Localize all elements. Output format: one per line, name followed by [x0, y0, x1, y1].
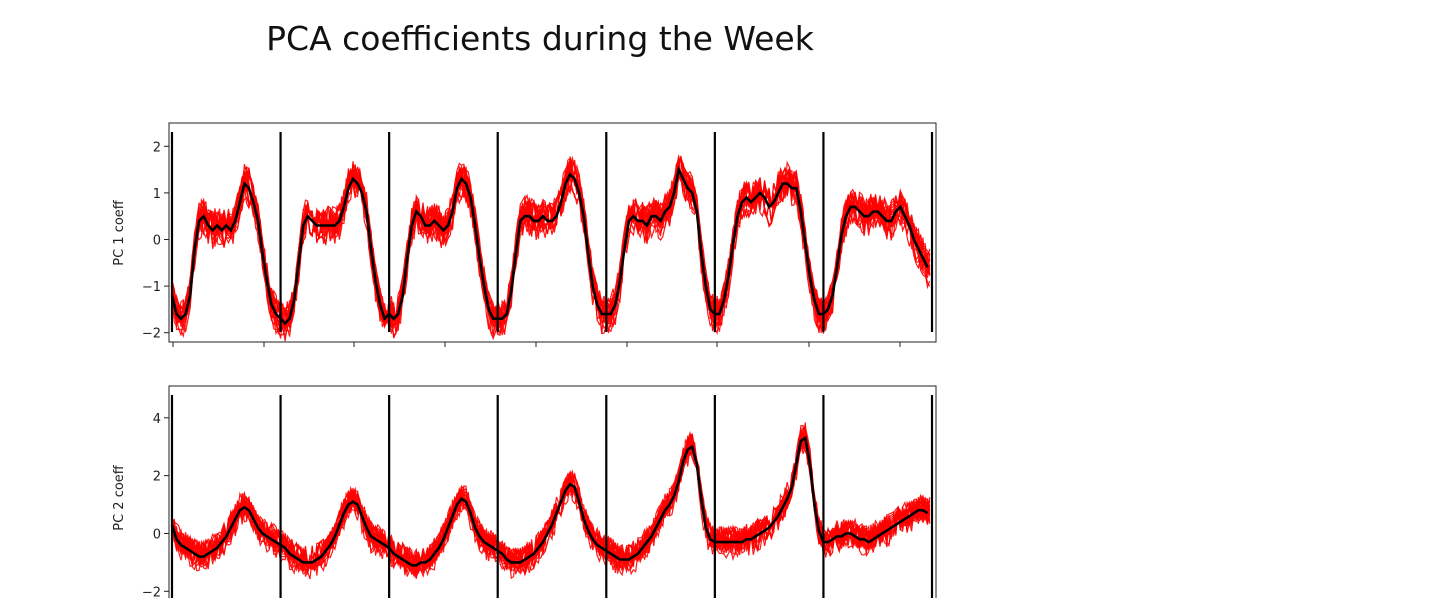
pc2-ylabel: PC 2 coeff: [112, 464, 127, 531]
pc1-panel: −2 −1 0 1 2 PC 1 coeff: [112, 122, 937, 347]
pc1-x-axis: [172, 342, 901, 347]
y-tick-label: −2: [142, 327, 161, 342]
y-tick-label: 2: [153, 470, 161, 485]
y-tick-label: 0: [153, 527, 161, 542]
pc2-series-line: [171, 424, 931, 574]
pc2-panel: −2 0 2 4 PC 2 coeff: [112, 385, 937, 598]
pc1-y-axis: −2 −1 0 1 2: [142, 140, 169, 342]
pc1-series-group: [170, 132, 934, 342]
pc2-series-group: [170, 395, 934, 598]
y-tick-label: −1: [142, 280, 161, 295]
pc1-axes-frame: [168, 122, 937, 343]
pc2-y-axis: −2 0 2 4: [142, 412, 169, 598]
pc1-series-line: [171, 156, 931, 324]
pc1-ylabel: PC 1 coeff: [112, 199, 127, 266]
y-tick-label: −2: [142, 585, 161, 598]
pc2-mean-line: [170, 435, 929, 567]
pc1-series-line: [171, 156, 931, 327]
y-tick-label: 4: [153, 412, 161, 427]
y-tick-label: 0: [153, 233, 161, 248]
pc1-mean-line: [170, 165, 929, 326]
pc2-axes-frame: [168, 385, 937, 598]
figure-title: PCA coefficients during the Week: [266, 19, 815, 58]
pc1-series-line: [171, 155, 931, 325]
y-tick-label: 1: [153, 187, 161, 202]
y-tick-label: 2: [153, 140, 161, 155]
